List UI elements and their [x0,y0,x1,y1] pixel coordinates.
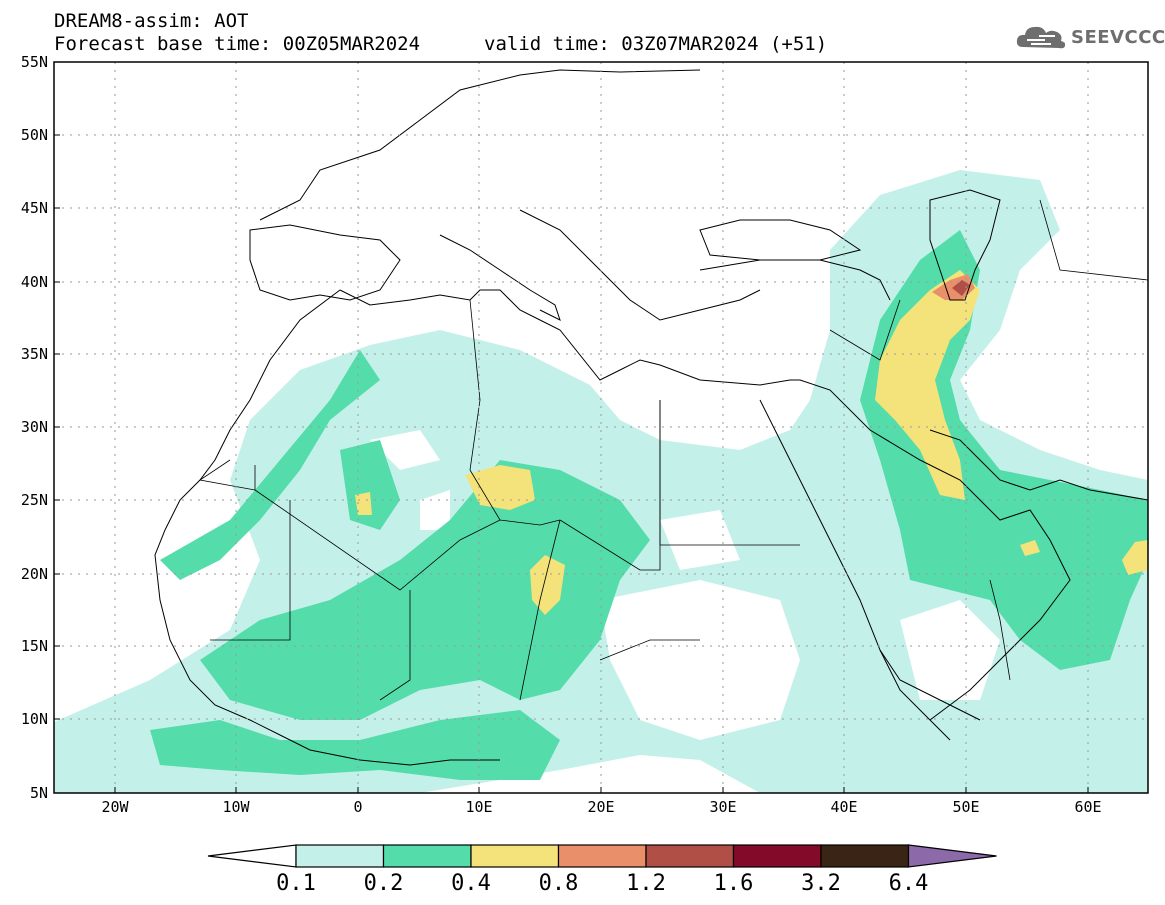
colorbar-box [732,844,822,868]
valid-time: valid time: 03Z07MAR2024 (+51) [484,33,828,55]
lat-label: 25N [21,491,48,509]
lon-label: 50E [952,798,979,816]
axis-ticks [54,61,1089,793]
coastlines [154,69,1148,766]
seevccc-logo: SEEVCCC [1015,22,1165,52]
coastline-north-africa [339,289,800,386]
coastline-black-sea [699,219,862,261]
colorbar-box [382,844,472,868]
colorbar-box [470,844,560,868]
colorbar-label: 3.2 [801,871,841,896]
lon-label: 10W [222,798,250,816]
coastline-balkans [519,209,761,321]
coastline-west-africa [154,289,500,766]
cloud-icon [1016,26,1066,49]
colorbar-label: 0.2 [363,871,404,896]
lat-label: 50N [21,126,48,144]
lat-label: 55N [21,53,48,71]
lon-label: 10E [465,798,492,816]
coastline-iberia [249,224,401,301]
lat-label: 10N [21,710,48,728]
coastline-horn-africa [879,649,981,721]
colorbar-label: 0.8 [538,871,579,896]
lon-label: 20W [101,798,129,816]
lat-label: 45N [21,199,48,217]
coastline-arabia [799,379,1071,721]
colorbar-over-arrow [907,844,997,868]
aot-level-0_4 [355,270,1148,615]
colorbar-label: 1.6 [713,871,754,896]
lat-label: 30N [21,418,48,436]
graticule [54,62,1148,793]
colorbar-label: 0.4 [451,871,491,896]
aot-map: 55N 50N 45N 40N 35N 30N 25N 20N 15N 10N … [21,53,1149,816]
logo-text: SEEVCCC [1071,26,1165,48]
colorbar-boxes [295,844,997,868]
lon-label: 30E [709,798,736,816]
lat-label: 35N [21,345,48,363]
country-borders [198,199,1148,701]
coastline-turkey [699,259,891,301]
forecast-base-time: Forecast base time: 00Z05MAR2024 [54,33,421,55]
longitude-labels: 20W 10W 0 10E 20E 30E 40E 50E 60E [101,798,1101,816]
lon-label: 0 [353,798,362,816]
lon-label: 60E [1074,798,1101,816]
colorbar-box [820,844,910,868]
colorbar [207,844,997,868]
colorbar-box [557,844,647,868]
colorbar-box [645,844,735,868]
lat-label: 20N [21,565,48,583]
map-title: DREAM8-assim: AOT [54,10,249,32]
coastline-red-sea [759,399,951,741]
colorbar-label: 0.1 [276,871,316,896]
latitude-labels: 55N 50N 45N 40N 35N 30N 25N 20N 15N 10N … [21,53,48,802]
lon-label: 20E [587,798,614,816]
lat-label: 5N [30,784,48,802]
colorbar-box [295,844,385,868]
colorbar-under-arrow [207,844,297,868]
coastline-europe [259,69,701,221]
lat-label: 15N [21,637,48,655]
coastline-italy [439,234,561,321]
aot-below-0_1 [370,430,1000,740]
colorbar-label: 6.4 [888,871,929,896]
coastline-persian-gulf [929,429,1148,501]
lon-label: 40E [830,798,857,816]
coastline-caspian [929,189,1001,301]
colorbar-label: 1.2 [626,871,666,896]
lat-label: 40N [21,273,48,291]
aot-level-1_2 [952,280,970,296]
